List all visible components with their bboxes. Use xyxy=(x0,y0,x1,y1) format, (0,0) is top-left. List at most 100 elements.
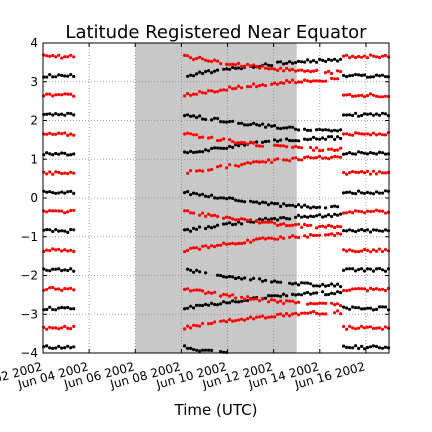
data-point xyxy=(51,307,55,312)
data-point xyxy=(195,288,199,292)
data-point xyxy=(380,111,385,115)
data-point xyxy=(362,269,367,273)
data-point xyxy=(348,113,352,117)
data-point xyxy=(351,170,355,174)
data-point xyxy=(291,292,295,296)
data-point xyxy=(365,209,370,213)
data-point xyxy=(354,230,358,234)
data-point xyxy=(294,127,298,131)
data-point xyxy=(240,86,244,90)
data-point xyxy=(219,302,223,306)
data-point xyxy=(261,160,265,164)
data-point xyxy=(237,318,241,322)
data-point xyxy=(342,268,346,272)
data-point xyxy=(324,214,328,218)
data-point xyxy=(72,74,76,79)
data-point xyxy=(383,269,388,273)
data-point xyxy=(362,211,367,215)
data-point xyxy=(189,149,193,153)
data-point xyxy=(294,69,298,73)
data-point xyxy=(54,308,58,312)
data-point xyxy=(297,68,301,72)
data-point xyxy=(294,235,298,239)
data-point xyxy=(216,116,220,121)
data-point xyxy=(234,198,238,202)
data-point xyxy=(237,66,241,70)
data-point xyxy=(231,299,235,303)
data-point xyxy=(285,299,289,303)
data-point xyxy=(291,312,295,316)
data-point xyxy=(258,299,262,303)
data-point xyxy=(377,74,382,78)
data-point xyxy=(285,79,289,83)
data-point xyxy=(318,301,322,305)
data-point xyxy=(300,293,304,297)
data-point xyxy=(324,293,328,297)
data-point xyxy=(360,227,364,232)
data-point xyxy=(291,67,295,72)
data-point xyxy=(237,300,241,304)
data-point xyxy=(362,247,367,252)
data-point xyxy=(63,229,67,233)
data-point xyxy=(231,62,235,66)
data-point xyxy=(348,133,352,137)
data-point xyxy=(339,155,343,159)
data-point xyxy=(222,146,226,150)
data-point xyxy=(54,151,58,156)
data-point xyxy=(237,141,241,145)
data-point xyxy=(315,156,319,160)
data-point xyxy=(351,211,355,215)
data-point xyxy=(285,137,289,141)
data-point xyxy=(357,114,361,118)
data-point xyxy=(195,150,199,154)
data-point xyxy=(45,268,49,272)
data-point xyxy=(231,140,235,144)
data-point xyxy=(291,234,295,238)
data-point xyxy=(383,152,388,156)
data-point xyxy=(189,246,193,250)
data-point xyxy=(69,53,73,57)
data-point xyxy=(48,131,52,135)
data-point xyxy=(273,158,277,162)
data-point xyxy=(228,120,232,124)
data-point xyxy=(371,228,376,232)
data-point xyxy=(324,206,328,210)
data-point xyxy=(312,284,316,288)
data-point xyxy=(309,311,313,315)
data-point xyxy=(219,146,223,150)
data-point xyxy=(48,286,52,290)
data-point xyxy=(234,66,238,70)
data-point xyxy=(231,293,235,297)
data-point xyxy=(183,228,187,232)
data-point xyxy=(371,344,376,348)
data-point xyxy=(276,280,280,284)
data-point xyxy=(60,269,64,273)
data-point xyxy=(342,73,346,78)
data-point xyxy=(345,345,349,349)
data-point xyxy=(210,291,214,295)
data-point xyxy=(216,273,220,277)
data-point xyxy=(207,322,211,326)
data-point xyxy=(383,345,388,349)
data-point xyxy=(300,68,304,72)
data-point xyxy=(306,302,310,306)
data-point xyxy=(294,61,298,65)
data-point xyxy=(365,325,370,329)
data-point xyxy=(72,345,76,349)
data-point xyxy=(57,73,61,77)
data-point xyxy=(270,67,274,71)
data-point xyxy=(279,127,283,131)
data-point xyxy=(54,170,58,174)
data-point xyxy=(360,55,364,59)
data-point xyxy=(219,138,223,142)
data-point xyxy=(273,237,277,241)
data-point xyxy=(270,298,274,302)
data-point xyxy=(282,69,286,73)
data-point xyxy=(374,94,379,98)
data-point xyxy=(374,287,379,291)
data-point xyxy=(333,204,337,208)
data-point xyxy=(285,294,289,298)
data-point xyxy=(51,326,55,330)
data-point xyxy=(66,249,70,253)
data-point xyxy=(315,284,319,288)
